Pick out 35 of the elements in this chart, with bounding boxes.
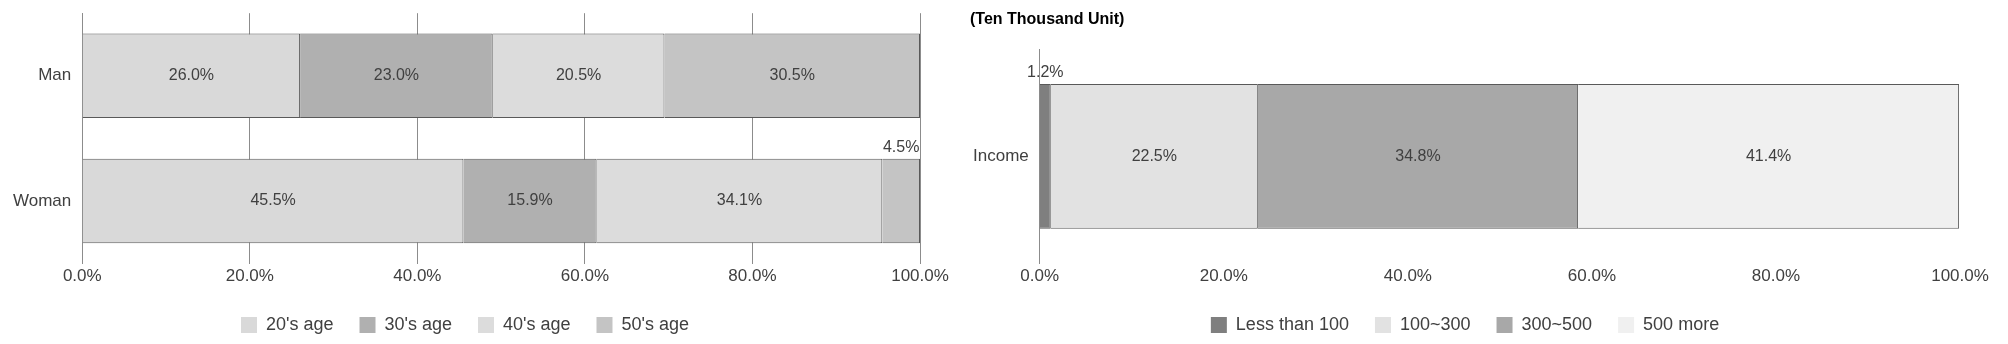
- legend-label: 500 more: [1643, 313, 1720, 334]
- data-label: 34.1%: [716, 191, 763, 209]
- x-tick-label: 100.0%: [1931, 266, 1989, 286]
- data-label: 26.0%: [168, 66, 215, 84]
- x-tick-label: 20.0%: [1199, 266, 1248, 286]
- legend-label: 50's age: [621, 313, 689, 334]
- x-tick-label: 40.0%: [1383, 266, 1432, 286]
- chart-title: (Ten Thousand Unit): [970, 10, 1125, 28]
- legend-label: 100~300: [1399, 313, 1471, 334]
- y-tick-label: Income: [973, 146, 1029, 166]
- data-label: 4.5%: [882, 138, 920, 156]
- legend-label: 30's age: [384, 313, 453, 334]
- x-tick-label: 0.0%: [1020, 266, 1060, 286]
- data-label: 45.5%: [250, 191, 296, 209]
- x-tick-label: 80.0%: [728, 266, 777, 286]
- data-label: 30.5%: [769, 66, 815, 84]
- data-label: 20.5%: [555, 66, 602, 84]
- legend-label: 20's age: [266, 313, 334, 334]
- x-tick-label: 20.0%: [225, 266, 274, 286]
- data-label: 23.0%: [373, 66, 420, 84]
- x-tick-label: 0.0%: [62, 266, 102, 286]
- data-label: 15.9%: [507, 191, 553, 209]
- y-tick-label: Man: [38, 65, 72, 85]
- legend-label: Less than 100: [1235, 313, 1349, 334]
- x-tick-label: 80.0%: [1751, 266, 1801, 286]
- data-label: 22.5%: [1131, 146, 1178, 164]
- x-tick-label: 40.0%: [393, 266, 442, 286]
- x-tick-label: 100.0%: [891, 266, 949, 286]
- legend-label: 40's age: [503, 313, 571, 334]
- y-tick-label: Woman: [13, 190, 72, 210]
- data-label: 34.8%: [1395, 146, 1441, 164]
- x-tick-label: 60.0%: [560, 266, 610, 286]
- x-tick-label: 60.0%: [1567, 266, 1616, 286]
- data-label: 41.4%: [1745, 146, 1792, 164]
- legend-label: 300~500: [1521, 313, 1593, 334]
